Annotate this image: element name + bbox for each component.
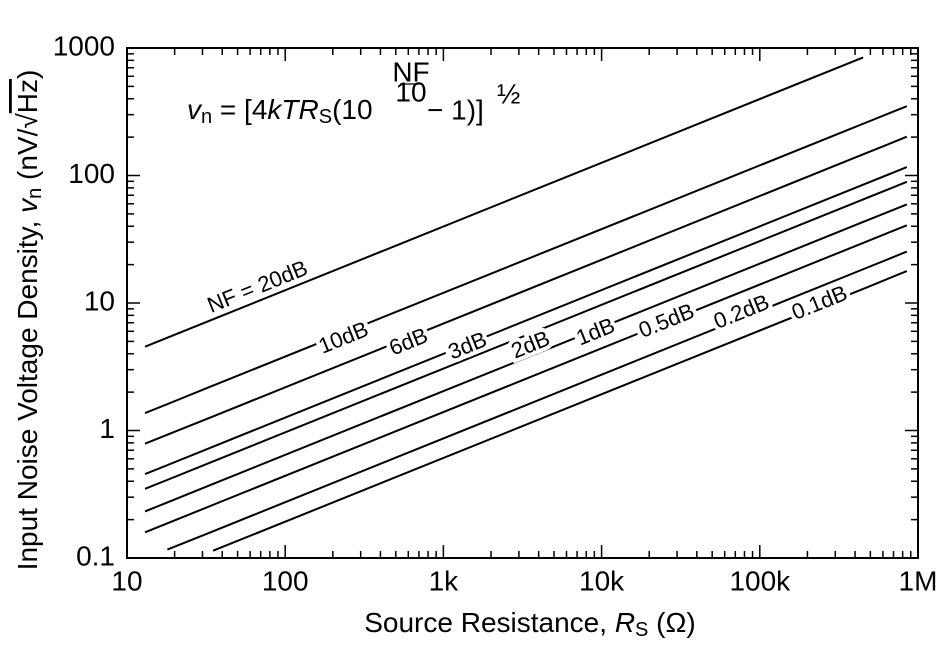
y-tick-label: 0.1 — [76, 540, 115, 571]
series-line — [144, 105, 908, 414]
formula-exponent: ½ — [497, 78, 520, 109]
series-line — [144, 224, 908, 534]
x-tick-label: 100 — [262, 565, 309, 596]
series-label: 6dB — [386, 323, 432, 361]
y-tick-label: 1 — [99, 413, 115, 444]
series-line — [144, 166, 908, 476]
series-line — [144, 56, 864, 348]
y-axis-label: Input Noise Voltage Density, vn (nV/√Hz) — [12, 70, 46, 571]
series-line — [144, 203, 908, 513]
x-tick-label: 1k — [429, 565, 460, 596]
formula-denominator: 10 — [395, 76, 426, 107]
series-label: 3dB — [445, 327, 491, 365]
series-line — [212, 270, 908, 552]
x-axis-label: Source Resistance, RS (Ω) — [364, 607, 696, 641]
series-line — [144, 180, 908, 490]
formula: vn = [4kTRS(10 — [187, 94, 373, 128]
formula-numerator: NF — [392, 56, 429, 87]
x-tick-label: 1M — [899, 565, 938, 596]
x-tick-label: 10 — [111, 565, 142, 596]
series-line — [167, 250, 908, 551]
x-tick-label: 10k — [579, 565, 625, 596]
formula-tail: − 1)] — [427, 94, 484, 125]
x-tick-label: 100k — [729, 565, 791, 596]
series-label: 0.2dB — [710, 289, 773, 334]
y-tick-label: 100 — [68, 158, 115, 189]
y-tick-label: 1000 — [53, 30, 115, 61]
series-label: 0.5dB — [635, 298, 698, 343]
series-line — [144, 135, 908, 445]
series-label: 10dB — [315, 316, 372, 358]
y-tick-label: 10 — [84, 285, 115, 316]
series-label: 2dB — [508, 326, 554, 364]
